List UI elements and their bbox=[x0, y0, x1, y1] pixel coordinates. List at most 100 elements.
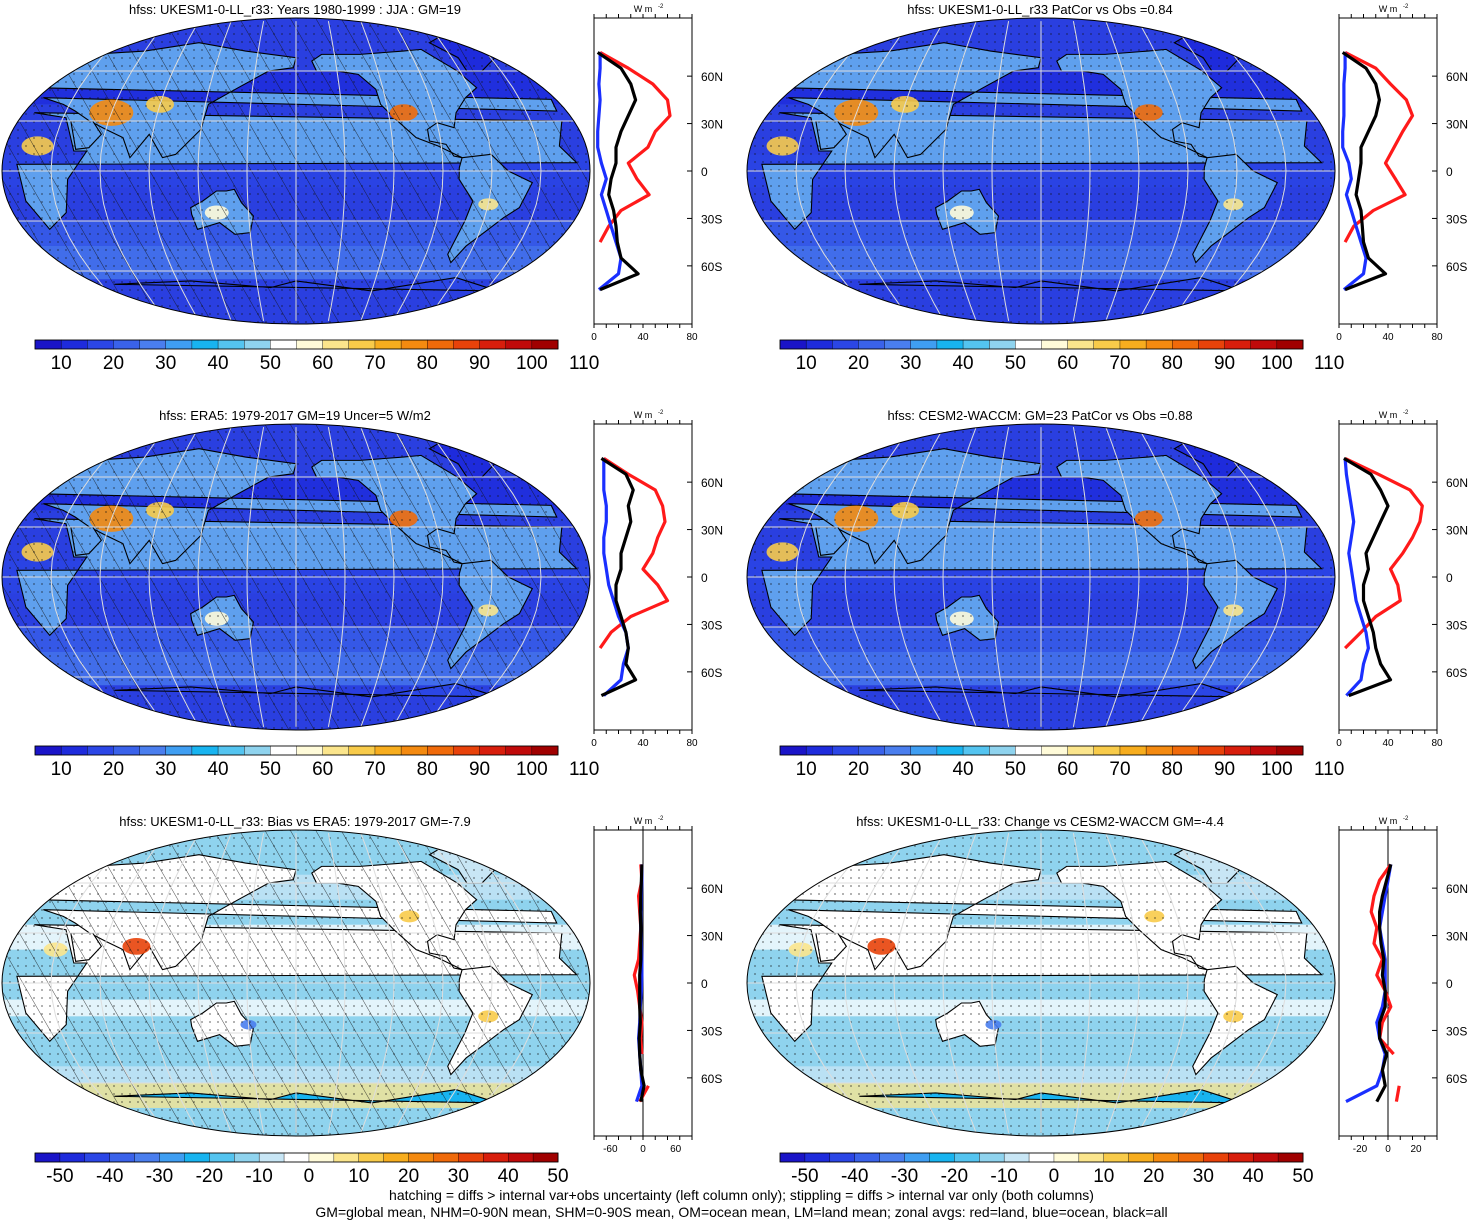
colorbar-label: 80 bbox=[1162, 759, 1183, 780]
graticule-meridian bbox=[1137, 832, 1189, 1134]
colorbar-label: 60 bbox=[312, 353, 333, 374]
colorbar-swatch bbox=[139, 745, 167, 756]
zonal-lat-label: 60N bbox=[701, 70, 723, 84]
graticule-meridian bbox=[991, 427, 1010, 727]
colorbar-frame bbox=[34, 339, 559, 350]
colorbar-swatch bbox=[531, 745, 559, 756]
zonal-unit-superscript: -2 bbox=[1403, 410, 1409, 416]
zonal-frame bbox=[1338, 423, 1438, 731]
colorbar-swatch bbox=[374, 339, 402, 350]
colorbar-label: 50 bbox=[1005, 759, 1026, 780]
colorbar-label: 40 bbox=[1243, 1166, 1264, 1184]
graticule-meridian bbox=[197, 20, 232, 322]
colorbar-swatch bbox=[191, 745, 219, 756]
colorbar-swatch bbox=[1198, 339, 1226, 350]
graticule-meridian bbox=[148, 832, 200, 1134]
colorbar-swatch bbox=[505, 745, 533, 756]
graticule-meridian bbox=[844, 426, 912, 728]
footer-line-2: GM=global mean, NHM=0-90N mean, SHM=0-90… bbox=[315, 1204, 1168, 1220]
graticule-meridian bbox=[1105, 426, 1140, 728]
colorbar-swatch bbox=[804, 1152, 831, 1163]
zonal-series-ocean bbox=[1343, 458, 1370, 697]
colorbar-swatch bbox=[1067, 339, 1095, 350]
colorbar-swatch bbox=[308, 1152, 335, 1163]
colorbar-label: 50 bbox=[1005, 353, 1026, 374]
colorbar-label: -30 bbox=[146, 1166, 173, 1184]
colorbar-swatch bbox=[879, 1152, 906, 1163]
map-body bbox=[2, 424, 590, 730]
zonal-series-all bbox=[596, 51, 640, 292]
colorbar-label: 30 bbox=[155, 353, 176, 374]
colorbar-label: 10 bbox=[796, 353, 817, 374]
colorbar-swatch bbox=[243, 339, 271, 350]
colorbar-swatch bbox=[348, 339, 376, 350]
zonal-x-tick-label: 80 bbox=[686, 332, 698, 343]
colorbar-swatch bbox=[858, 339, 886, 350]
zonal-x-tick-label: 80 bbox=[1431, 332, 1443, 343]
panel-title: hfss: UKESM1-0-LL_r33: Change vs CESM2-W… bbox=[856, 814, 1224, 829]
colorbar-label: 30 bbox=[448, 1166, 469, 1184]
graticule-meridian bbox=[1170, 832, 1238, 1134]
graticule-meridian bbox=[425, 426, 493, 728]
zonal-lat-label: 30N bbox=[1446, 118, 1468, 132]
colorbar-swatch bbox=[139, 339, 167, 350]
zonal-frame bbox=[593, 17, 693, 325]
colorbar-swatch bbox=[507, 1152, 534, 1163]
zonal-x-tick-label: 20 bbox=[1410, 1144, 1422, 1155]
zonal-unit-label: W m bbox=[634, 4, 653, 14]
colorbar-swatch bbox=[1172, 745, 1199, 756]
graticule-meridian bbox=[392, 426, 444, 728]
zonal-lat-label: 60S bbox=[701, 1072, 722, 1086]
colorbar-swatch bbox=[479, 745, 507, 756]
panel-1: hfss: UKESM1-0-LL_r33: Years 1980-1999 :… bbox=[0, 0, 740, 400]
colorbar-label: 20 bbox=[848, 353, 869, 374]
graticule-meridian bbox=[893, 832, 945, 1134]
zonal-lat-label: 60N bbox=[1446, 882, 1468, 896]
map-body bbox=[747, 18, 1335, 324]
colorbar-swatch bbox=[1015, 745, 1043, 756]
footer-line-1: hatching = diffs > internal var+obs unce… bbox=[389, 1187, 1094, 1203]
colorbar-swatch bbox=[1041, 339, 1069, 350]
graticule-meridian bbox=[1202, 20, 1287, 322]
graticule-meridian bbox=[844, 832, 912, 1134]
graticule-meridian bbox=[425, 832, 493, 1134]
colorbar-label: 40 bbox=[952, 353, 973, 374]
colorbar-swatch bbox=[884, 339, 912, 350]
colorbar-swatch bbox=[779, 339, 807, 350]
colorbar-label: 0 bbox=[1049, 1166, 1060, 1184]
colorbar-swatch bbox=[283, 1152, 310, 1163]
graticule-meridian bbox=[392, 20, 444, 322]
colorbar-swatch bbox=[400, 745, 428, 756]
zonal-lat-label: 30S bbox=[701, 618, 722, 632]
graticule-meridian bbox=[197, 426, 232, 728]
zonal-series-all bbox=[1343, 457, 1393, 698]
colorbar-swatch bbox=[322, 745, 350, 756]
colorbar-swatch bbox=[134, 1152, 161, 1163]
graticule-meridian bbox=[99, 20, 167, 322]
graticule-meridian bbox=[991, 833, 1010, 1133]
zonal-lat-label: 30N bbox=[701, 118, 723, 132]
colorbar-label: 30 bbox=[900, 353, 921, 374]
graticule-meridian bbox=[457, 20, 542, 322]
zonal-unit-superscript: -2 bbox=[1403, 816, 1409, 822]
colorbar-label: 50 bbox=[1292, 1166, 1313, 1184]
zonal-lat-label: 60S bbox=[1446, 260, 1467, 274]
zonal-lat-label: 30S bbox=[1446, 618, 1467, 632]
zonal-lat-label: 60N bbox=[701, 476, 723, 490]
colorbar-swatch bbox=[1224, 339, 1252, 350]
colorbar-swatch bbox=[113, 339, 141, 350]
colorbar-swatch bbox=[936, 745, 964, 756]
colorbar-swatch bbox=[884, 745, 912, 756]
graticule-meridian bbox=[425, 20, 493, 322]
colorbar-swatch bbox=[1093, 745, 1121, 756]
colorbar-swatch bbox=[479, 339, 507, 350]
colorbar-swatch bbox=[458, 1152, 484, 1163]
zonal-unit-label: W m bbox=[1379, 4, 1398, 14]
graticule-meridian bbox=[360, 426, 395, 728]
colorbar-label: 0 bbox=[304, 1166, 315, 1184]
panel-figure: -50 -40 -30 -20 -10 0 10 20 30 40 50 -20 0 20 W m -2 60N… bbox=[746, 816, 1468, 1184]
graticule-meridian bbox=[1202, 426, 1287, 728]
graticule-meridian bbox=[991, 21, 1010, 321]
zonal-x-tick-label: 60 bbox=[670, 1144, 682, 1155]
colorbar-label: 70 bbox=[364, 759, 385, 780]
